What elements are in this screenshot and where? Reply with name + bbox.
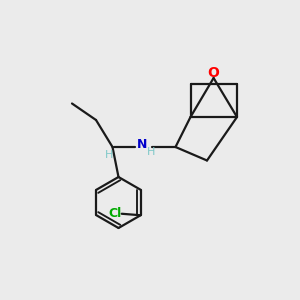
Text: O: O (208, 66, 220, 80)
Text: H: H (105, 149, 114, 160)
Text: H: H (147, 146, 156, 157)
Text: N: N (137, 137, 148, 151)
Text: Cl: Cl (109, 207, 122, 220)
